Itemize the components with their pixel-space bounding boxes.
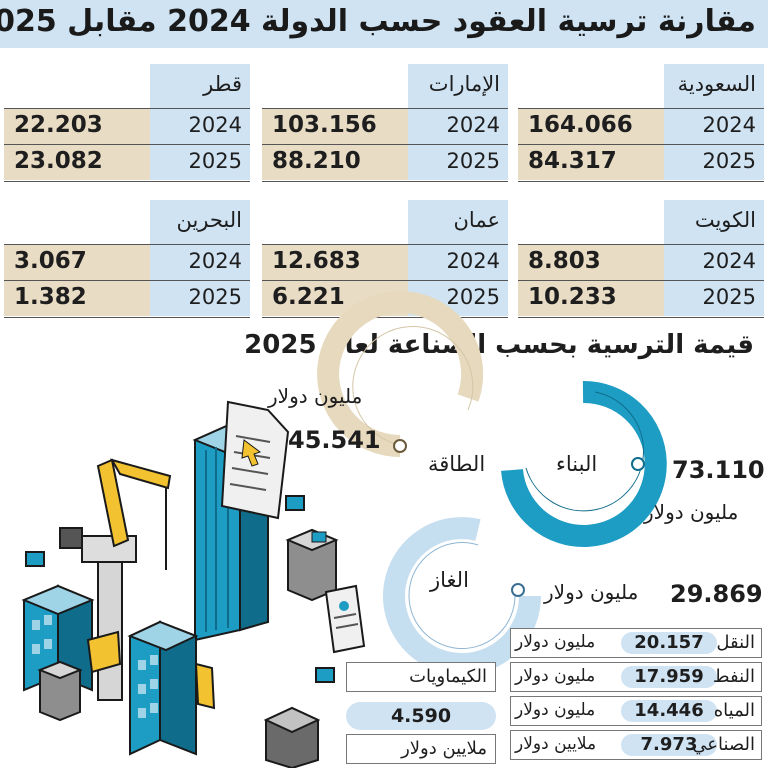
energy-value: 45.541	[288, 426, 381, 454]
unit-icon	[263, 706, 321, 768]
year-cell: 2024	[446, 249, 500, 273]
table-row: 88.210 2025	[262, 144, 508, 180]
table-row: 84.317 2025	[518, 144, 764, 180]
unit-icon	[285, 528, 339, 602]
list-item: مليون دولار 17.959 النفط	[510, 662, 762, 692]
construction-unit: مليون دولار	[644, 500, 739, 524]
country-name: الكويت	[694, 208, 756, 232]
chemicals-unit: ملايين دولار	[401, 738, 487, 759]
country-card-uae: الإمارات 103.156 2024 88.210 2025	[262, 64, 508, 186]
table-row: 1.382 2025	[4, 280, 250, 316]
construction-value: 73.110	[672, 456, 765, 484]
table-row: 164.066 2024	[518, 108, 764, 144]
chemicals-label-box: الكيماويات	[346, 662, 496, 692]
year-cell: 2024	[188, 113, 242, 137]
country-name: قطر	[203, 72, 242, 96]
value-cell: 10.233	[528, 284, 617, 310]
country-name: الإمارات	[428, 72, 500, 96]
year-cell: 2025	[188, 285, 242, 309]
country-name: عمان	[453, 208, 501, 232]
value-cell: 6.221	[272, 284, 345, 310]
building-icon	[127, 620, 199, 756]
list-unit: ملايين دولار	[515, 734, 597, 754]
year-cell: 2025	[702, 285, 756, 309]
year-cell: 2024	[702, 113, 756, 137]
value-cell: 84.317	[528, 148, 617, 174]
chemicals-unit-box: ملايين دولار	[346, 734, 496, 764]
tower-icon	[192, 418, 271, 642]
list-value: 17.959	[634, 666, 704, 687]
document-icon	[324, 584, 366, 654]
country-card-oman: عمان 12.683 2024 6.221 2025	[262, 200, 508, 322]
building-icon	[21, 584, 95, 692]
list-value: 7.973	[640, 734, 698, 755]
list-value: 20.157	[634, 632, 704, 653]
value-cell: 103.156	[272, 112, 377, 138]
list-unit: مليون دولار	[515, 632, 596, 652]
table-row: 23.082 2025	[4, 144, 250, 180]
construction-label: البناء	[556, 452, 598, 476]
table-row: 22.203 2024	[4, 108, 250, 144]
table-row: 12.683 2024	[262, 244, 508, 280]
country-card-bahrain: البحرين 3.067 2024 1.382 2025	[4, 200, 250, 322]
energy-unit: مليون دولار	[268, 384, 363, 408]
year-cell: 2025	[446, 149, 500, 173]
value-cell: 12.683	[272, 248, 361, 274]
chemicals-label: الكيماويات	[409, 666, 487, 687]
value-cell: 23.082	[14, 148, 103, 174]
list-unit: مليون دولار	[515, 666, 596, 686]
chemicals-value-pill: 4.590	[346, 702, 496, 730]
table-row: 10.233 2025	[518, 280, 764, 316]
list-item: ملايين دولار 7.973 الصناعي	[510, 730, 762, 760]
list-item: مليون دولار 20.157 النقل	[510, 628, 762, 658]
chemicals-value: 4.590	[390, 705, 452, 727]
flag-icon	[86, 630, 216, 710]
table-row: 8.803 2024	[518, 244, 764, 280]
year-cell: 2024	[188, 249, 242, 273]
year-cell: 2025	[446, 285, 500, 309]
year-cell: 2025	[188, 149, 242, 173]
year-cell: 2025	[702, 149, 756, 173]
table-row: 6.221 2025	[262, 280, 508, 316]
list-label: النفط	[712, 666, 755, 687]
country-card-saudi: السعودية 164.066 2024 84.317 2025	[518, 64, 764, 186]
crane-icon	[59, 458, 172, 701]
table-row: 103.156 2024	[262, 108, 508, 144]
value-cell: 164.066	[528, 112, 633, 138]
value-cell: 22.203	[14, 112, 103, 138]
country-card-kuwait: الكويت 8.803 2024 10.233 2025	[518, 200, 764, 322]
industry-title: قيمة الترسية بحسب الصناعة لعام 2025	[244, 330, 754, 360]
table-row: 3.067 2024	[4, 244, 250, 280]
value-cell: 8.803	[528, 248, 601, 274]
year-cell: 2024	[446, 113, 500, 137]
list-item: مليون دولار 14.446 المياه	[510, 696, 762, 726]
list-label: النقل	[716, 632, 755, 653]
list-unit: مليون دولار	[515, 700, 596, 720]
value-cell: 88.210	[272, 148, 361, 174]
main-title: مقارنة ترسية العقود حسب الدولة 2024 مقاب…	[0, 4, 756, 39]
document-icon	[220, 400, 290, 520]
gas-label: الغاز	[430, 568, 469, 592]
list-label: المياه	[713, 700, 755, 721]
gas-unit: مليون دولار	[544, 580, 639, 604]
title-bar	[0, 0, 768, 48]
energy-label: الطاقة	[428, 452, 486, 476]
year-cell: 2024	[702, 249, 756, 273]
value-cell: 3.067	[14, 248, 87, 274]
unit-icon	[37, 660, 83, 722]
country-name: السعودية	[677, 72, 756, 96]
gas-value: 29.869	[670, 580, 763, 608]
value-cell: 1.382	[14, 284, 87, 310]
cube-icon	[25, 495, 335, 683]
list-value: 14.446	[634, 700, 704, 721]
country-card-qatar: قطر 22.203 2024 23.082 2025	[4, 64, 250, 186]
list-label: الصناعي	[692, 734, 755, 755]
country-name: البحرين	[176, 208, 242, 232]
